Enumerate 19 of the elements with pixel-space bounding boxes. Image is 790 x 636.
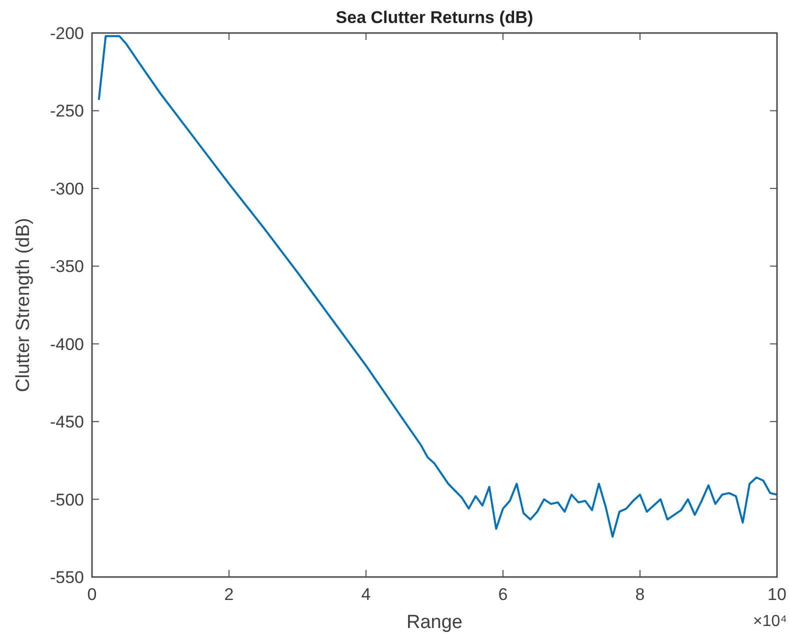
y-axis-title: Clutter Strength (dB): [13, 218, 34, 392]
text: ×10⁴: [752, 613, 788, 630]
y-tick-label: -200: [50, 24, 84, 43]
x-tick-label: 2: [224, 585, 234, 604]
x-tick-label: 8: [635, 585, 645, 604]
y-tick-label: -400: [50, 334, 84, 354]
x-tick-label: 10: [768, 585, 786, 604]
y-tick-label: -300: [50, 179, 84, 198]
x-tick-label: 6: [498, 585, 508, 604]
x-axis-title: Range: [406, 612, 462, 633]
y-tick-label: -500: [50, 490, 84, 510]
y-tick-label: -250: [50, 102, 84, 121]
x-tick-label: 0: [87, 585, 97, 604]
chart-title: Sea Clutter Returns (dB): [336, 8, 534, 27]
y-tick-label: -450: [50, 412, 84, 432]
x-tick-label: 4: [361, 585, 371, 604]
y-tick-label: -550: [50, 568, 84, 587]
line-series: [98, 35, 778, 538]
y-tick-label: -350: [50, 257, 84, 276]
